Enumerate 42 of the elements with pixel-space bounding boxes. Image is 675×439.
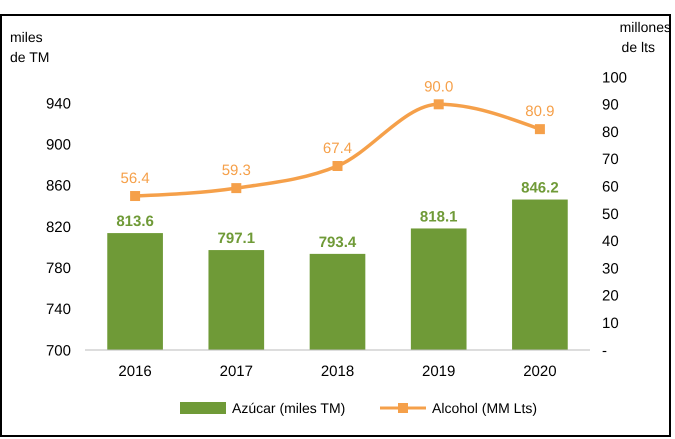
y2-tick-label: 60 [602,178,619,196]
data-label: 90.0 [424,78,454,96]
data-label: 67.4 [322,140,352,157]
data-label: 818.1 [420,208,458,226]
x-tick-label: 2016 [118,363,152,380]
y2-tick-label: 50 [602,206,619,223]
data-label: 59.3 [222,162,251,180]
y-tick-label: 740 [46,301,71,318]
y2-tick-label: - [602,342,607,360]
data-label: 813.6 [116,213,154,230]
legend-label: Alcohol (MM Lts) [432,400,538,416]
y-tick-label: 820 [46,218,71,236]
y2-tick-label: 90 [602,96,619,114]
y2-tick-label: 80 [602,124,619,141]
y2-tick-label: 30 [602,260,619,278]
data-label: 793.4 [318,234,357,251]
point [332,161,342,171]
legend-label: Azúcar (miles TM) [232,400,346,416]
y2-tick-label: 40 [602,233,619,250]
x-tick-label: 2018 [320,363,354,380]
y2-tick-label: 70 [602,151,619,168]
y-tick-label: 860 [46,178,71,195]
point [130,191,140,202]
data-label: 56.4 [120,170,150,188]
data-label: 80.9 [525,103,555,120]
y-tick-label: 900 [46,136,71,154]
x-tick-label: 2019 [422,363,456,380]
y2-tick-label: 20 [602,288,619,305]
y2-axis-title: millones de lts [620,19,671,55]
y-tick-label: 700 [46,342,71,360]
point [231,183,242,194]
x-tick-label: 2020 [523,363,557,380]
y2-tick-label: 10 [602,314,619,332]
y2-tick-label: 100 [602,69,628,86]
data-label: 846.2 [521,180,559,197]
y-tick-label: 940 [46,95,71,112]
data-label: 797.1 [218,230,256,248]
point [434,99,444,110]
y-tick-label: 780 [46,260,71,277]
y-axis-title: miles de TM [10,29,50,65]
x-tick-label: 2017 [220,363,253,380]
point [534,124,545,134]
